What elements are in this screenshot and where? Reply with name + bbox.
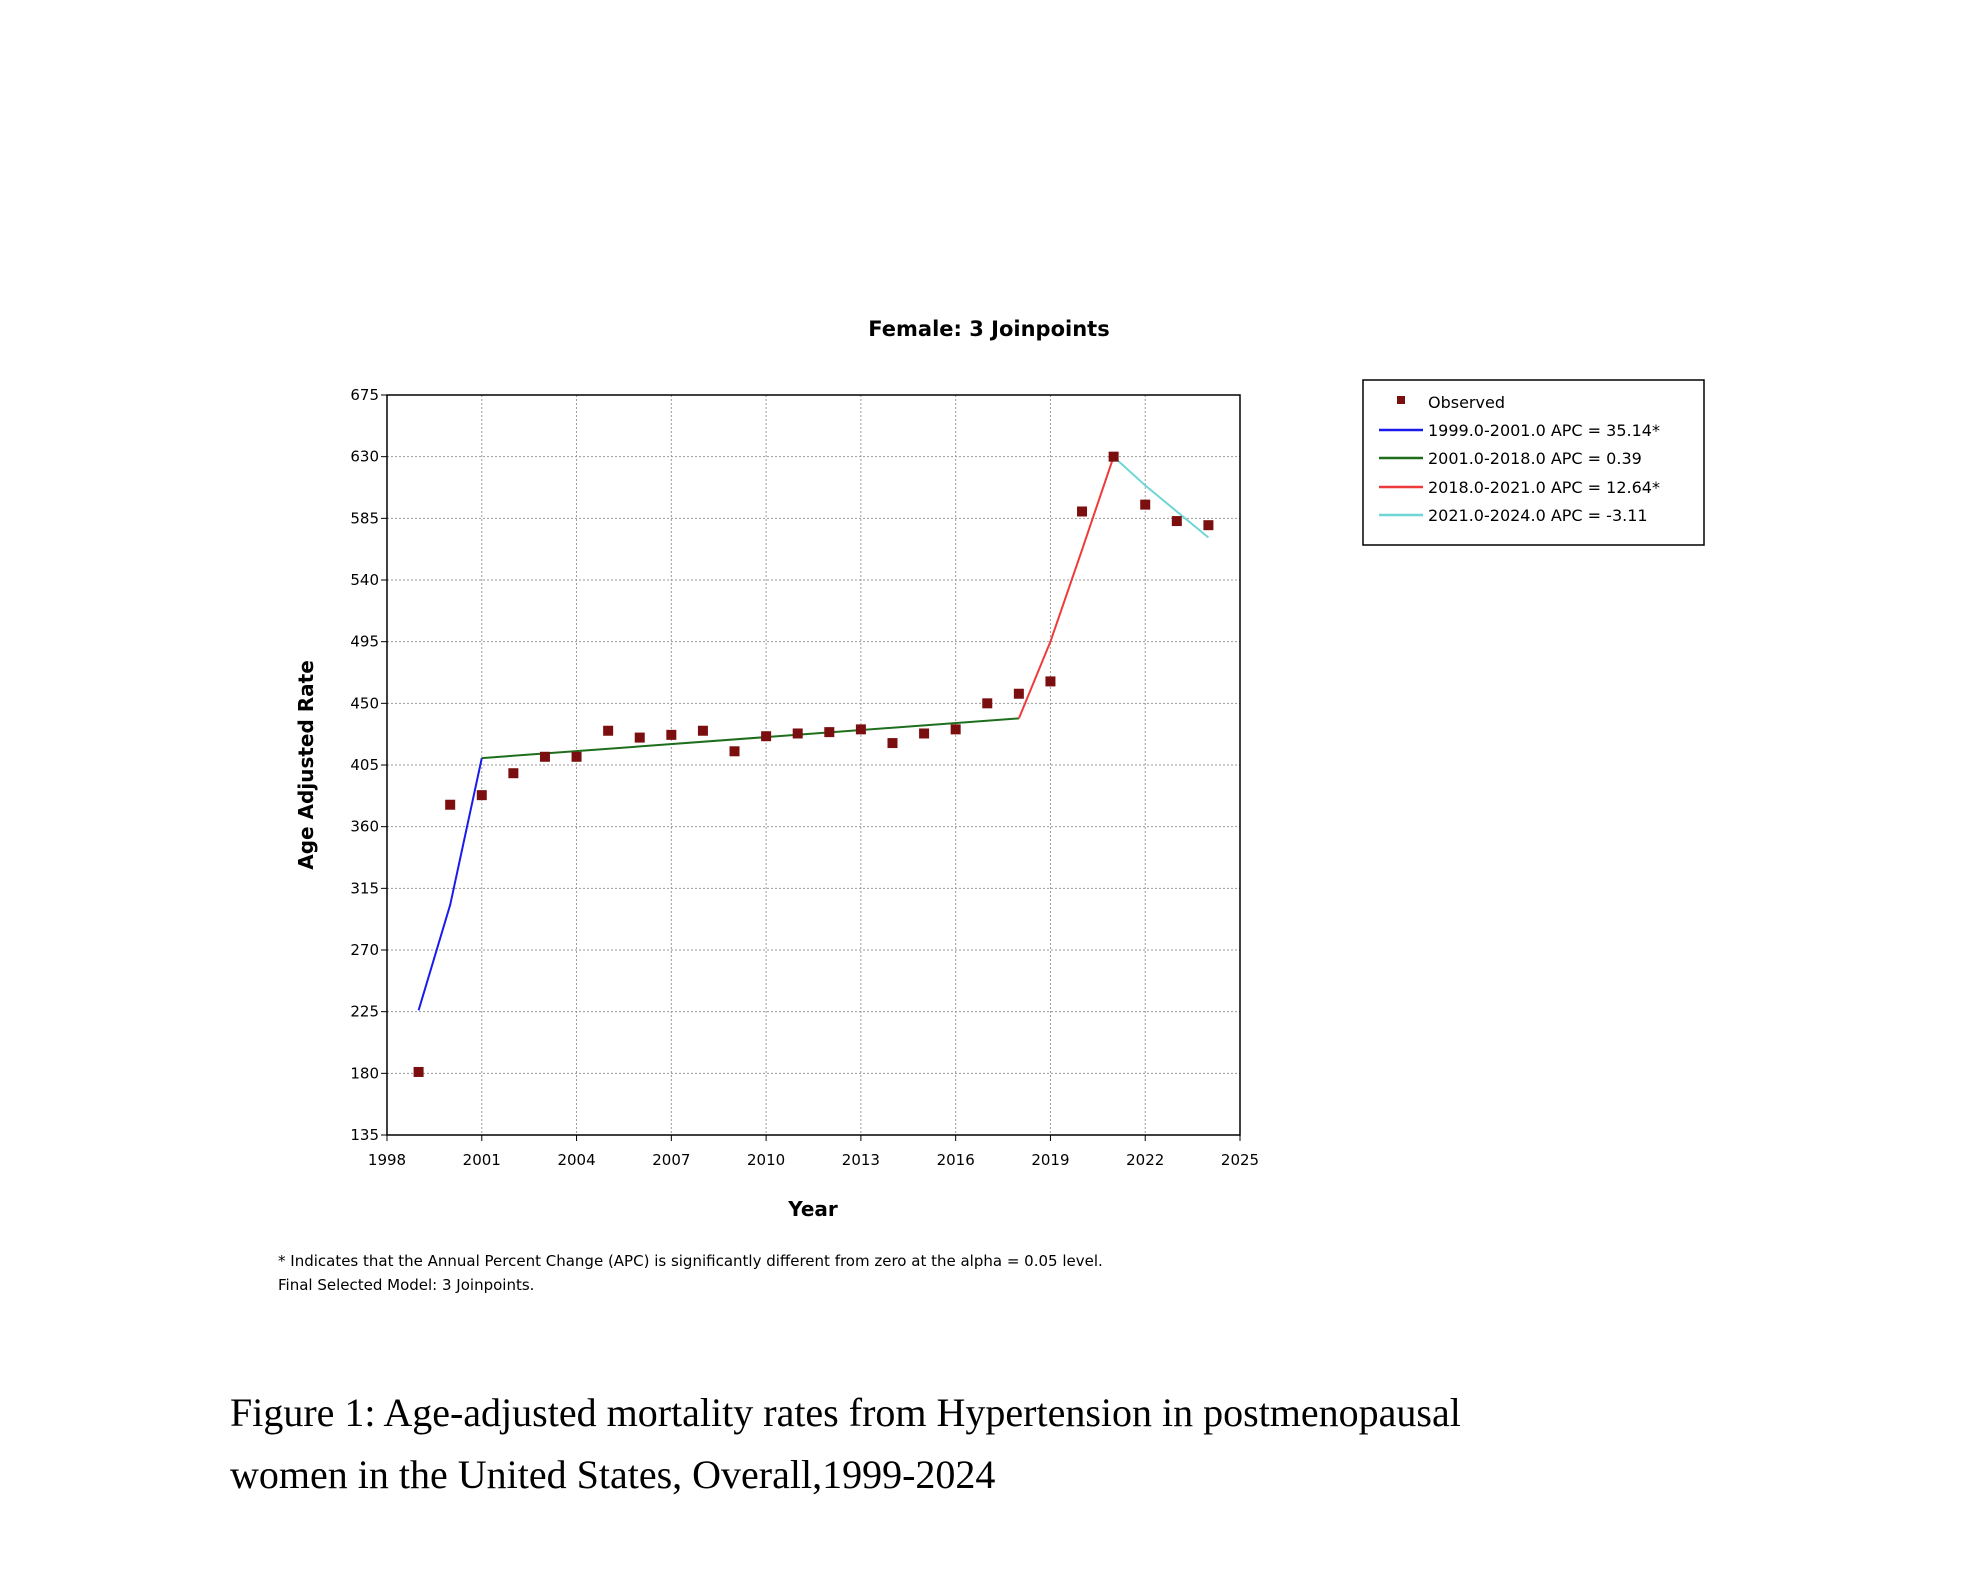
observed-point (982, 698, 993, 709)
observed-point (1045, 676, 1056, 687)
x-tick-label: 2001 (463, 1151, 501, 1169)
observed-point (476, 790, 487, 801)
x-tick-label: 1998 (368, 1151, 406, 1169)
legend-label-0: 1999.0-2001.0 APC = 35.14* (1428, 421, 1660, 440)
y-tick-label: 585 (350, 509, 379, 527)
fitted-segments (417, 455, 1210, 1011)
observed-point (1171, 516, 1182, 527)
y-tick-label: 180 (350, 1064, 379, 1082)
legend-label-2: 2018.0-2021.0 APC = 12.64* (1428, 478, 1660, 497)
observed-point (508, 768, 519, 779)
observed-point (919, 728, 930, 739)
legend: Observed 1999.0-2001.0 APC = 35.14* 2001.0… (1362, 379, 1705, 546)
observed-point (634, 732, 645, 743)
y-tick-label: 360 (350, 818, 379, 836)
y-tick-label: 450 (350, 694, 379, 712)
observed-point (539, 751, 550, 762)
y-tick-label: 225 (350, 1003, 379, 1021)
grid (387, 395, 1240, 1135)
segment-line-0 (417, 757, 483, 1011)
observed-point (792, 728, 803, 739)
observed-point (666, 729, 677, 740)
observed-point (1203, 520, 1214, 531)
y-tick-label: 495 (350, 633, 379, 651)
observed-point (855, 724, 866, 735)
x-tick-label: 2022 (1126, 1151, 1164, 1169)
observed-point (1077, 506, 1088, 517)
legend-label-3: 2021.0-2024.0 APC = -3.11 (1428, 506, 1648, 525)
x-tick-label: 2010 (747, 1151, 785, 1169)
y-tick-label: 540 (350, 571, 379, 589)
x-axis-ticks: 1998 2001 2004 2007 2010 2013 2016 2019 2022 2025 (368, 1135, 1259, 1169)
segment-line-3 (1112, 455, 1210, 539)
legend-label-1: 2001.0-2018.0 APC = 0.39 (1428, 449, 1642, 468)
x-tick-label: 2004 (557, 1151, 595, 1169)
caption-line-1: Figure 1: Age-adjusted mortality rates f… (230, 1390, 1461, 1435)
observed-point (1013, 688, 1024, 699)
segment-line-2 (1017, 456, 1115, 719)
observed-point (824, 727, 835, 738)
x-tick-label: 2016 (937, 1151, 975, 1169)
observed-point (697, 725, 708, 736)
observed-points (413, 451, 1214, 1077)
footnote-model: Final Selected Model: 3 Joinpoints. (278, 1276, 534, 1294)
legend-marker-observed (1397, 396, 1405, 404)
x-tick-label: 2019 (1031, 1151, 1069, 1169)
observed-point (603, 725, 614, 736)
chart-title: Female: 3 Joinpoints (868, 317, 1109, 341)
observed-point (571, 751, 582, 762)
y-tick-label: 135 (350, 1126, 379, 1144)
y-tick-label: 630 (350, 448, 379, 466)
y-tick-label: 405 (350, 756, 379, 774)
y-tick-label: 675 (350, 386, 379, 404)
legend-label-observed: Observed (1428, 393, 1505, 412)
observed-point (950, 724, 961, 735)
observed-point (1140, 499, 1151, 510)
legend-box (1362, 379, 1705, 546)
x-tick-label: 2013 (842, 1151, 880, 1169)
y-tick-label: 270 (350, 941, 379, 959)
observed-point (887, 738, 898, 749)
x-tick-label: 2007 (652, 1151, 690, 1169)
y-axis-title: Age Adjusted Rate (294, 660, 318, 870)
observed-point (1108, 451, 1119, 462)
observed-point (413, 1066, 424, 1077)
figure-caption: Figure 1: Age-adjusted mortality rates f… (230, 1382, 1710, 1506)
y-axis-ticks: 675 630 585 540 495 450 405 360 315 270 225 180 135 (350, 386, 387, 1144)
y-tick-label: 315 (350, 879, 379, 897)
caption-line-2: women in the United States, Overall,1999… (230, 1452, 996, 1497)
observed-point (729, 746, 740, 757)
x-axis-title: Year (787, 1197, 838, 1221)
segment-line-1 (481, 717, 1019, 760)
x-tick-label: 2025 (1221, 1151, 1259, 1169)
observed-point (761, 731, 772, 742)
footnote-apc: * Indicates that the Annual Percent Chan… (278, 1252, 1103, 1270)
observed-point (445, 799, 456, 810)
